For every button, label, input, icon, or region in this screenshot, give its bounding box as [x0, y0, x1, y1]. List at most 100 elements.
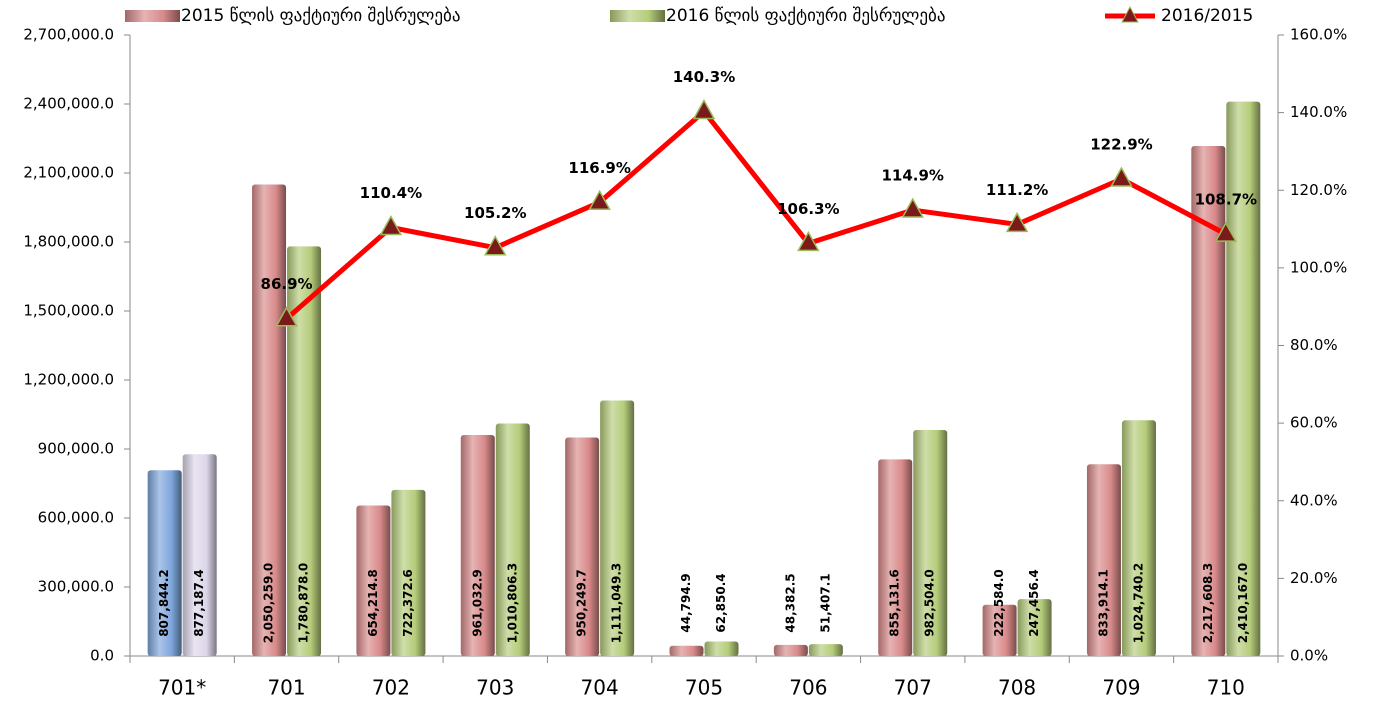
line-value-label: 140.3%	[673, 68, 735, 86]
y-tick-label: 1,500,000.0	[23, 302, 114, 320]
line-marker	[1214, 221, 1238, 242]
bar	[1017, 599, 1052, 656]
bar-value-label: 855,131.6	[888, 569, 902, 637]
y2-tick-label: 100.0%	[1290, 258, 1347, 276]
y-tick-label: 1,200,000.0	[23, 371, 114, 389]
x-tick-label: 710	[1207, 676, 1245, 700]
bar	[1086, 464, 1121, 656]
y2-tick-label: 20.0%	[1290, 569, 1338, 587]
bar	[147, 470, 182, 656]
bar	[600, 400, 635, 656]
legend-label: 2016 წლის ფაქტიური შესრულება	[666, 6, 945, 26]
legend-marker	[1121, 5, 1139, 23]
line-value-label: 122.9%	[1090, 135, 1152, 153]
line-value-label: 114.9%	[881, 167, 943, 185]
y2-tick-label: 60.0%	[1290, 414, 1338, 432]
bar-value-label: 961,032.9	[470, 569, 484, 637]
line-value-label: 106.3%	[777, 200, 839, 218]
bar-value-label: 950,249.7	[575, 569, 589, 637]
bar	[460, 434, 495, 656]
x-tick-label: 707	[894, 676, 932, 700]
y-tick-label: 0.0	[90, 647, 114, 665]
line-value-label: 105.2%	[464, 204, 526, 222]
line-marker	[1005, 211, 1029, 233]
bar	[182, 454, 217, 656]
y-tick-label: 1,800,000.0	[23, 233, 114, 251]
line-value-label: 110.4%	[360, 184, 422, 202]
bar-value-label: 51,407.1	[818, 573, 832, 632]
line-marker	[483, 235, 507, 256]
bar-value-label: 2,050,259.0	[262, 563, 276, 643]
bar	[287, 246, 322, 656]
bar-value-label: 222,584.0	[992, 569, 1006, 637]
y2-tick-label: 80.0%	[1290, 336, 1338, 354]
bar	[1121, 420, 1156, 656]
bar	[669, 645, 704, 656]
line-marker	[1110, 166, 1133, 187]
bar-value-label: 48,382.5	[783, 573, 797, 632]
bar	[704, 641, 739, 656]
bar-value-label: 722,372.6	[401, 569, 415, 637]
x-tick-label: 704	[581, 676, 619, 700]
bar-value-label: 1,780,878.0	[297, 563, 311, 643]
y-tick-label: 900,000.0	[38, 440, 114, 458]
line-marker	[275, 306, 298, 327]
bar	[1191, 145, 1226, 657]
line-value-label: 111.2%	[986, 181, 1048, 199]
line-marker	[797, 230, 820, 252]
y2-tick-label: 160.0%	[1290, 26, 1347, 44]
bar-value-label: 877,187.4	[192, 569, 206, 637]
bar-value-label: 62,850.4	[714, 573, 728, 632]
bar	[913, 430, 948, 656]
y-tick-label: 2,400,000.0	[23, 95, 114, 113]
y-tick-label: 2,700,000.0	[23, 26, 114, 44]
x-tick-label: 709	[1102, 676, 1140, 700]
bar-value-label: 833,914.1	[1096, 569, 1110, 637]
legend-label: 2016/2015	[1161, 6, 1253, 26]
bar-value-label: 2,410,167.0	[1236, 563, 1250, 643]
legend-label: 2015 წლის ფაქტიური შესრულება	[181, 6, 460, 26]
bar	[773, 644, 808, 656]
bar	[565, 437, 600, 656]
bar-value-label: 247,456.4	[1027, 569, 1041, 637]
bar	[982, 604, 1017, 656]
bar-value-label: 1,024,740.2	[1131, 563, 1145, 643]
line-value-label: 108.7%	[1195, 191, 1257, 209]
line	[284, 108, 1227, 321]
x-tick-label: 705	[685, 676, 723, 700]
x-tick-label: 701	[267, 676, 305, 700]
bar-value-label: 1,111,049.3	[610, 563, 624, 643]
x-tick-label: 706	[789, 676, 827, 700]
y-tick-label: 300,000.0	[38, 578, 114, 596]
bar	[878, 459, 913, 656]
bar-value-label: 44,794.9	[679, 573, 693, 632]
y2-tick-label: 140.0%	[1290, 103, 1347, 121]
y-tick-label: 2,100,000.0	[23, 164, 114, 182]
y-tick-label: 600,000.0	[38, 509, 114, 527]
y2-tick-label: 40.0%	[1290, 491, 1338, 509]
bar	[808, 644, 843, 656]
line-marker	[692, 98, 716, 120]
line-value-label: 116.9%	[568, 159, 630, 177]
bar	[356, 505, 391, 656]
bar	[391, 489, 426, 656]
bar	[495, 423, 530, 656]
line-marker	[379, 214, 403, 236]
bar	[252, 184, 287, 656]
line-marker	[588, 189, 611, 211]
y2-tick-label: 120.0%	[1290, 181, 1347, 199]
x-tick-label: 708	[998, 676, 1036, 700]
y2-tick-label: 0.0%	[1290, 647, 1328, 665]
bar-value-label: 1,010,806.3	[505, 563, 519, 643]
x-tick-label: 701*	[158, 676, 206, 700]
line-marker	[901, 197, 925, 218]
bar-value-label: 2,217,608.3	[1201, 563, 1215, 643]
bar-value-label: 982,504.0	[923, 569, 937, 637]
bar-value-label: 654,214.8	[366, 569, 380, 637]
legend-swatch	[125, 10, 180, 22]
legend-swatch	[610, 10, 665, 22]
line-value-label: 86.9%	[261, 275, 313, 293]
x-tick-label: 702	[372, 676, 410, 700]
x-tick-label: 703	[476, 676, 514, 700]
